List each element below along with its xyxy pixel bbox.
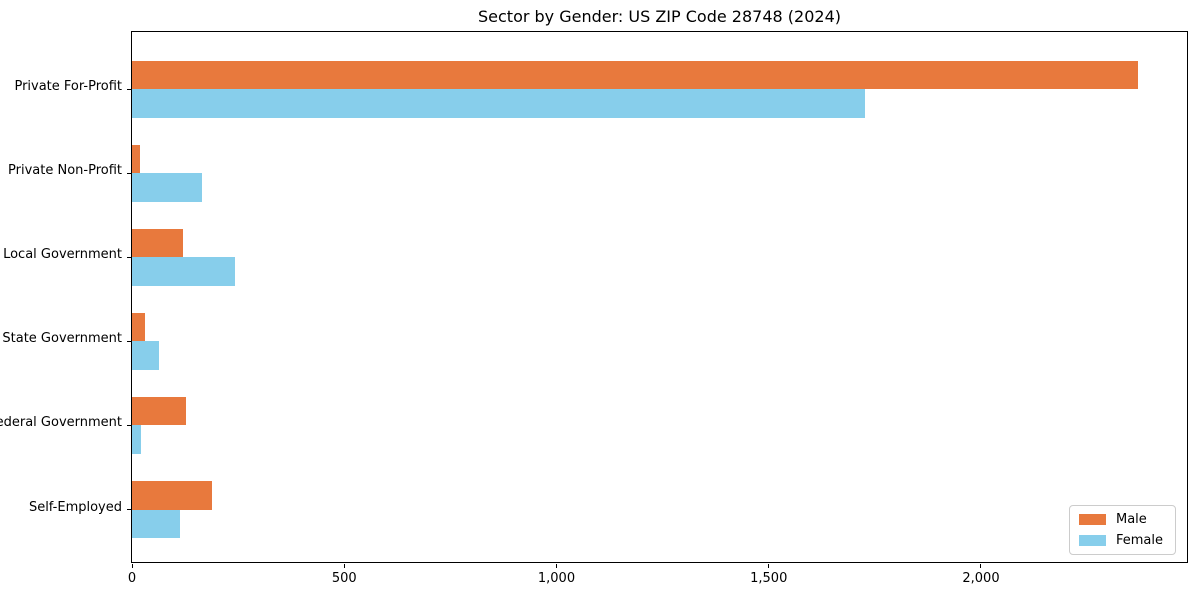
bar-male-local-government — [132, 228, 183, 258]
y-tick-mark — [127, 509, 131, 510]
category-label: Self-Employed — [28, 499, 122, 515]
bar-female-private-for-profit — [132, 89, 866, 118]
x-tick-label: 0 — [127, 571, 137, 586]
x-tick-label: 1,500 — [750, 571, 788, 586]
category-label: State Government — [2, 331, 122, 347]
plot-area: 0 500 1,000 1,500 2,000 Male Female — [127, 31, 1188, 586]
y-tick-mark — [127, 172, 131, 174]
bar-male-private-for-profit — [132, 60, 1139, 89]
bar-female-state-government — [132, 341, 160, 370]
legend-label-male: Male — [1115, 512, 1147, 527]
chart-title: Sector by Gender: US ZIP Code 28748 (202… — [478, 7, 841, 26]
x-tick-label: 500 — [331, 571, 357, 586]
x-tick-mark — [343, 564, 345, 568]
legend-item-male: Male — [1078, 512, 1163, 527]
legend-item-female: Female — [1078, 533, 1163, 548]
bar-male-self-employed — [132, 481, 212, 510]
legend: Male Female — [1068, 505, 1176, 555]
category-label: Private Non-Profit — [8, 163, 122, 179]
category-label: Private For-Profit — [14, 79, 122, 94]
x-tick-mark — [980, 564, 982, 568]
x-tick-label: 2,000 — [962, 571, 1000, 586]
bar-female-federal-government — [132, 425, 141, 454]
bar-male-federal-government — [132, 396, 186, 426]
bar-female-local-government — [132, 257, 236, 286]
category-label: Federal Government — [0, 415, 122, 431]
legend-label-female: Female — [1115, 533, 1163, 548]
male-swatch — [1078, 514, 1106, 525]
y-tick-mark — [127, 88, 131, 90]
category-label: Local Government — [3, 247, 122, 263]
y-tick-mark — [127, 256, 131, 258]
bar-male-state-government — [132, 312, 145, 342]
x-tick-label: 1,000 — [537, 571, 576, 586]
bar-male-private-non-profit — [132, 144, 141, 174]
x-tick-mark — [768, 564, 770, 568]
bar-female-private-non-profit — [132, 173, 203, 202]
y-tick-mark — [127, 424, 131, 426]
y-tick-mark — [127, 340, 131, 342]
x-tick-mark — [131, 564, 133, 568]
x-tick-mark — [555, 564, 557, 568]
female-swatch — [1078, 535, 1106, 546]
bar-female-self-employed — [132, 509, 180, 538]
